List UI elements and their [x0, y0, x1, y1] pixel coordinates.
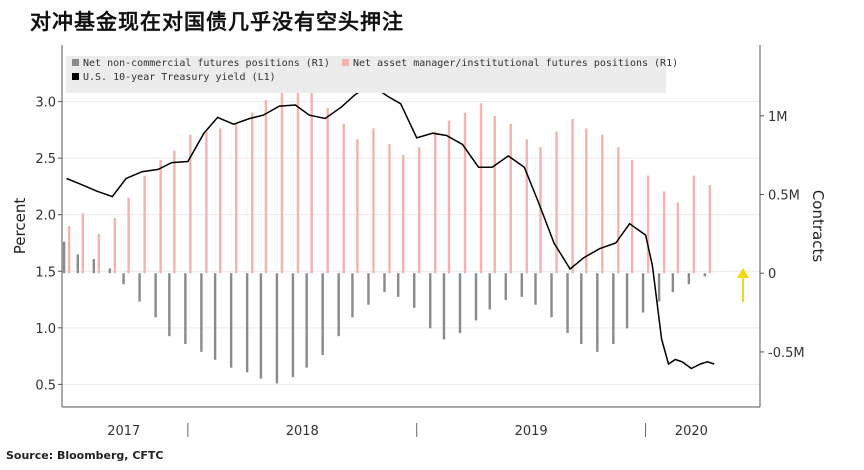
left-axis-ticks: 0.5 1.0 1.5 2.0 2.5 3.0 [35, 96, 62, 393]
year-labels: 2017 2018 2019 2020 [107, 423, 708, 439]
legend-label-noncommercial: Net non-commercial futures positions (R1… [83, 58, 330, 69]
legend-label-asset-manager: Net asset manager/institutional futures … [353, 58, 679, 69]
legend-swatch-yield [72, 73, 79, 80]
right-tick-label: -0.5M [768, 346, 805, 361]
year-label: 2017 [107, 424, 140, 439]
yield-line [66, 83, 715, 370]
left-tick-label: 2.0 [35, 209, 56, 224]
axes [61, 45, 761, 408]
legend-item-noncommercial: Net non-commercial futures positions (R1… [72, 58, 330, 69]
right-tick-label: 0 [768, 267, 776, 282]
left-tick-label: 1.0 [35, 322, 56, 337]
year-label: 2020 [675, 424, 708, 439]
left-tick-label: 3.0 [35, 96, 56, 111]
year-label: 2018 [286, 424, 319, 439]
left-axis-label: Percent [11, 198, 29, 255]
legend-label-yield: U.S. 10-year Treasury yield (L1) [83, 72, 276, 83]
noncommercial-bars [62, 241, 707, 384]
left-tick-label: 0.5 [35, 378, 56, 393]
legend [66, 56, 666, 93]
asset-manager-bars [67, 76, 712, 274]
legend-item-asset-manager: Net asset manager/institutional futures … [342, 58, 678, 69]
right-tick-label: 1M [768, 110, 788, 125]
right-axis-ticks: -0.5M 0 0.5M 1M [760, 110, 805, 361]
grid [62, 101, 760, 385]
page-title: 对冲基金现在对国债几乎没有空头押注 [30, 10, 404, 34]
yellow-arrow [737, 268, 749, 302]
left-tick-label: 1.5 [35, 265, 56, 280]
legend-swatch-noncommercial [72, 59, 79, 66]
right-tick-label: 0.5M [768, 189, 800, 204]
legend-swatch-asset-manager [342, 59, 349, 66]
legend-item-yield: U.S. 10-year Treasury yield (L1) [72, 72, 276, 83]
right-axis-label: Contracts [809, 190, 827, 263]
year-label: 2019 [515, 424, 548, 439]
plot-background [62, 45, 760, 407]
source-note: Source: Bloomberg, CFTC [6, 449, 164, 462]
left-tick-label: 2.5 [35, 152, 56, 167]
